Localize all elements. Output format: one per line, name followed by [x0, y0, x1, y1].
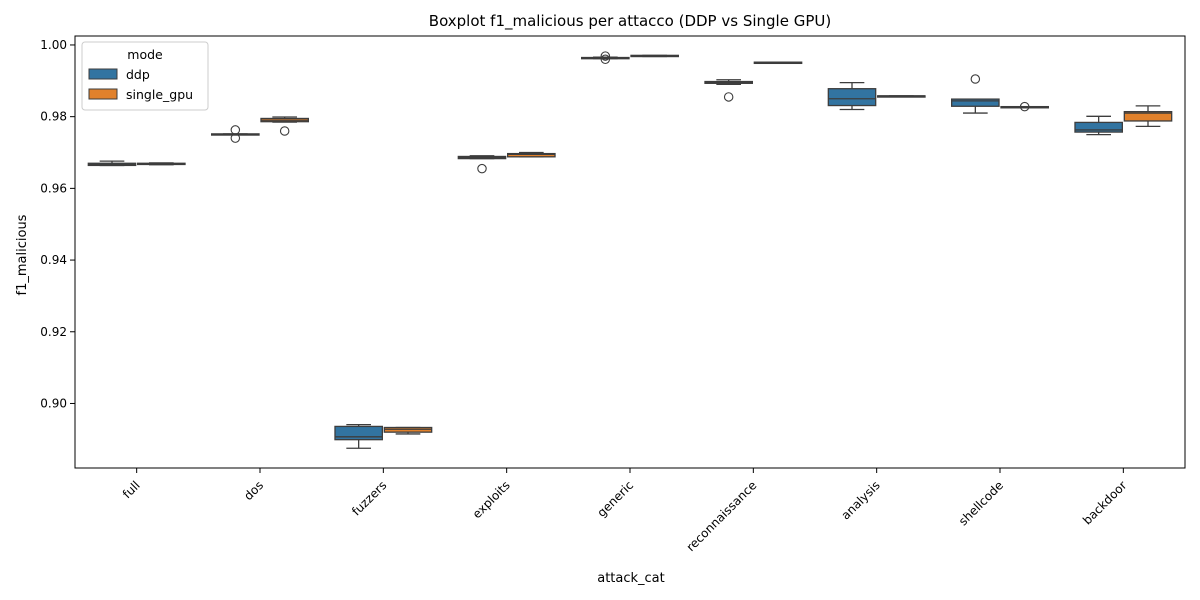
- outlier-point: [1019, 101, 1030, 112]
- box-fuzzers-single-gpu: [383, 426, 433, 435]
- box-iqr: [507, 152, 556, 158]
- y-axis-label: f1_malicious: [15, 214, 30, 295]
- chart-title: Boxplot f1_malicious per attacco (DDP vs…: [429, 12, 831, 31]
- box-analysis-ddp: [827, 81, 877, 111]
- legend-entry-label: single_gpu: [126, 87, 193, 102]
- box-reconnaissance-single-gpu: [753, 61, 803, 65]
- box-full-single-gpu: [137, 162, 186, 166]
- x-axis-label: attack_cat: [597, 571, 665, 586]
- box-exploits-ddp: [457, 155, 507, 174]
- legend-swatch: [88, 68, 118, 80]
- x-tick-label: shellcode: [956, 478, 1006, 528]
- plot-frame: [74, 35, 1186, 469]
- box-analysis-single-gpu: [877, 95, 926, 98]
- box-generic-single-gpu: [630, 54, 679, 58]
- box-iqr: [951, 98, 1000, 107]
- outlier-point: [279, 126, 290, 136]
- x-tick-label: backdoor: [1080, 478, 1129, 527]
- box-full-ddp: [87, 160, 137, 167]
- outlier-point: [477, 163, 487, 174]
- y-tick-label: 0.98: [40, 110, 67, 124]
- series-single-gpu: [137, 54, 1173, 435]
- box-shellcode-single-gpu: [1000, 101, 1049, 112]
- x-tick-label: fuzzers: [349, 478, 389, 518]
- legend: mode ddp single_gpu: [81, 41, 209, 111]
- plot-area: 0.90 0.92 0.94 0.96 0.98 1.00 full dos fuzzers ex…: [40, 35, 1186, 554]
- box-iqr: [334, 425, 383, 441]
- outlier-point: [230, 133, 241, 143]
- y-tick-label: 0.94: [40, 253, 67, 267]
- x-tick-label: reconnaissance: [684, 478, 760, 554]
- box-backdoor-single-gpu: [1123, 105, 1173, 127]
- box-dos-ddp: [211, 125, 260, 143]
- x-tick-label: dos: [241, 478, 266, 503]
- x-tick-label: exploits: [470, 478, 513, 521]
- x-axis: full dos fuzzers exploits generic reconnaissa…: [120, 468, 1129, 554]
- y-axis: 0.90 0.92 0.94 0.96 0.98 1.00: [40, 38, 75, 410]
- box-backdoor-ddp: [1074, 115, 1123, 136]
- legend-entry-label: ddp: [126, 67, 150, 82]
- y-tick-label: 0.90: [40, 396, 67, 410]
- series-ddp: [87, 51, 1123, 449]
- x-tick-label: generic: [595, 478, 637, 520]
- box-iqr: [1123, 110, 1173, 122]
- legend-title: mode: [127, 47, 163, 62]
- y-tick-label: 0.92: [40, 325, 67, 339]
- outlier-point: [600, 54, 611, 65]
- outlier-point: [970, 74, 981, 84]
- box-iqr: [827, 88, 877, 107]
- outlier-point: [723, 92, 734, 102]
- y-tick-label: 1.00: [40, 38, 67, 52]
- box-dos-single-gpu: [260, 116, 309, 136]
- box-iqr: [1074, 121, 1123, 133]
- box-shellcode-ddp: [951, 74, 1000, 114]
- x-tick-label: full: [120, 478, 143, 501]
- box-fuzzers-ddp: [334, 423, 383, 449]
- box-reconnaissance-ddp: [704, 79, 753, 102]
- outlier-point: [230, 125, 241, 135]
- y-tick-label: 0.96: [40, 181, 67, 195]
- outlier-point: [600, 51, 611, 61]
- x-tick-label: analysis: [839, 478, 883, 522]
- legend-swatch: [88, 88, 118, 100]
- box-exploits-single-gpu: [507, 151, 556, 158]
- box-generic-ddp: [581, 51, 630, 65]
